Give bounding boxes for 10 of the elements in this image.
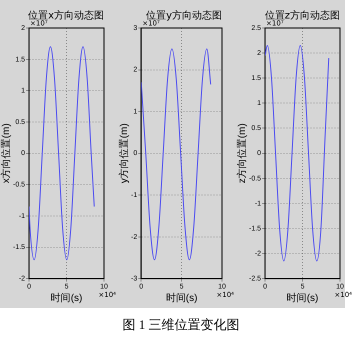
line-series (141, 48, 212, 260)
y-axis-title: x方向位置(m) (0, 123, 12, 184)
x-axis-title: 时间(s) (50, 292, 82, 304)
y-axis-title: y方向位置(m) (118, 123, 130, 184)
caption: 图 1 三维位置变化图 (122, 316, 240, 334)
line-series (265, 45, 330, 262)
line-series (29, 46, 95, 260)
x-axis-title: 时间(s) (286, 292, 318, 304)
y-axis-title: z方向位置(m) (236, 123, 248, 184)
x-axis-title: 时间(s) (166, 292, 198, 304)
